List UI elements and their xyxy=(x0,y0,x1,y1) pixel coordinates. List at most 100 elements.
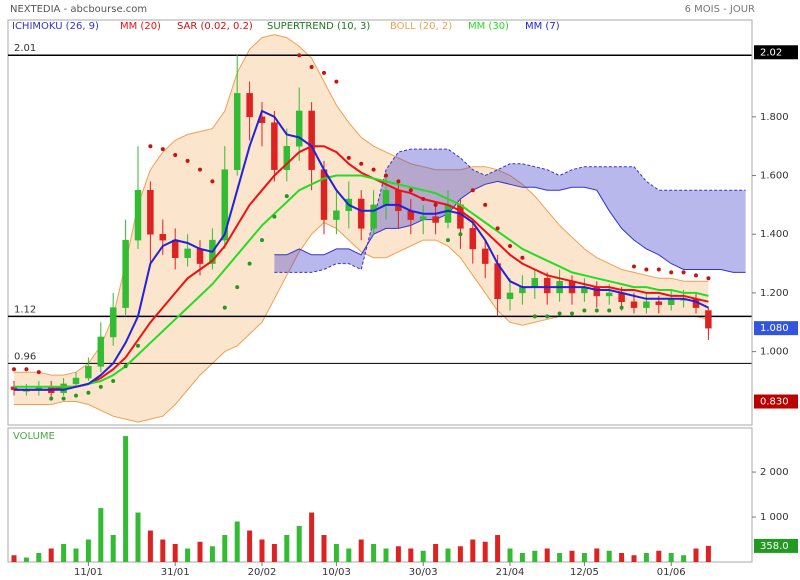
candle-body xyxy=(246,93,253,118)
volume-bar xyxy=(656,550,662,562)
volume-bar xyxy=(123,436,129,562)
sar-dot xyxy=(260,238,264,243)
sar-dot xyxy=(210,179,215,184)
volume-bar xyxy=(73,548,79,562)
candle-body xyxy=(184,248,191,258)
volume-bar xyxy=(395,546,401,562)
sar-dot xyxy=(247,261,252,266)
volume-title: VOLUME xyxy=(13,431,55,442)
sar-dot xyxy=(61,396,66,401)
sar-dot xyxy=(24,367,29,372)
volume-bar xyxy=(482,541,488,562)
candle-body xyxy=(109,307,117,338)
volume-bar xyxy=(457,546,463,562)
cloud-layer xyxy=(274,148,746,273)
sar-dot xyxy=(619,305,624,310)
volume-bar xyxy=(296,526,302,562)
candle-body xyxy=(593,286,601,297)
volume-bar xyxy=(681,555,687,562)
volume-panel xyxy=(7,427,753,563)
legend-entry: MM (20) xyxy=(120,21,161,32)
sar-dot xyxy=(160,147,165,152)
sar-dot xyxy=(458,232,463,237)
sar-dot xyxy=(433,202,438,207)
y-tick-label: 1 000 xyxy=(760,512,789,523)
sar-dot xyxy=(49,396,54,401)
candle-body xyxy=(357,198,365,229)
volume-bar xyxy=(557,553,563,562)
volume-bar xyxy=(544,548,550,562)
candle-body xyxy=(395,189,402,212)
sar-dot xyxy=(297,53,302,58)
sar-dot xyxy=(632,264,636,269)
moving-average xyxy=(14,174,709,388)
volume-bar xyxy=(668,553,674,562)
volume-bar xyxy=(98,508,104,562)
volume-bar xyxy=(271,544,277,562)
volume-bar xyxy=(110,535,116,562)
volume-bar xyxy=(619,553,625,562)
volume-bar xyxy=(185,548,191,562)
candle-body xyxy=(308,110,315,170)
sar-dot xyxy=(483,202,488,207)
sar-dot xyxy=(272,214,277,219)
volume-bar xyxy=(433,544,439,562)
volume-bar xyxy=(259,539,265,562)
candle-body xyxy=(630,301,638,308)
candle-body xyxy=(506,292,514,300)
candle-body xyxy=(85,366,92,379)
sar-dot xyxy=(74,393,78,398)
sar-dot xyxy=(222,305,227,310)
sar-dot xyxy=(185,158,190,163)
sar-dot xyxy=(309,64,314,69)
moving-average xyxy=(14,145,709,391)
candle-body xyxy=(469,228,477,250)
volume-bar xyxy=(11,555,17,562)
x-tick-label: 31/01 xyxy=(161,567,190,578)
period: 6 MOIS - JOUR xyxy=(685,4,755,15)
candle-body xyxy=(531,278,539,288)
volume-bar xyxy=(519,553,525,562)
candle-body xyxy=(494,263,501,300)
sar-dot xyxy=(359,161,364,166)
axis-layer: 1.000 1.200 1.400 1.600 1.800 2.02 1.080 0.830 xyxy=(751,20,798,425)
candle-body xyxy=(655,301,663,305)
x-tick-label: 10/03 xyxy=(322,567,351,578)
sar-dot xyxy=(334,79,339,84)
volume-bar xyxy=(209,546,215,562)
candle-body xyxy=(543,278,551,294)
volume-bar xyxy=(160,539,166,562)
y-tick-label: 1.200 xyxy=(760,288,789,299)
volume-bar xyxy=(222,535,228,562)
y-tick-label: 2 000 xyxy=(760,467,789,478)
price-tag-label: 1.080 xyxy=(760,323,789,334)
line-layer xyxy=(14,109,709,391)
volume-bar xyxy=(383,548,389,562)
y-tick-label: 1.600 xyxy=(760,171,789,182)
volume-bar xyxy=(569,550,575,562)
sar-dot xyxy=(98,384,103,389)
volume-bar xyxy=(643,553,649,562)
sar-dot xyxy=(123,364,128,369)
sar-dot xyxy=(371,167,376,172)
sar-dot xyxy=(173,153,178,157)
moving-average xyxy=(14,109,709,391)
volume-bar xyxy=(408,548,414,562)
price-tag-label: 2.02 xyxy=(760,47,782,58)
legend-entry: ICHIMOKU (26, 9) xyxy=(12,21,99,32)
volume-bar xyxy=(470,539,476,562)
sar-dot xyxy=(582,308,587,313)
y-tick-label: 1.400 xyxy=(760,229,789,240)
volume-bar xyxy=(135,512,141,562)
sar-dot xyxy=(396,179,401,184)
sar-dot xyxy=(520,255,525,260)
volume-bar xyxy=(197,541,203,562)
volume-bar xyxy=(495,535,501,562)
volume-bar xyxy=(36,553,42,562)
volume-bar xyxy=(61,544,67,562)
volume-bar xyxy=(309,512,315,562)
x-tick-label: 12/05 xyxy=(570,567,599,578)
span-a xyxy=(274,148,746,273)
legend-entry: MM (30) xyxy=(468,21,509,32)
volume-bar xyxy=(693,548,699,562)
